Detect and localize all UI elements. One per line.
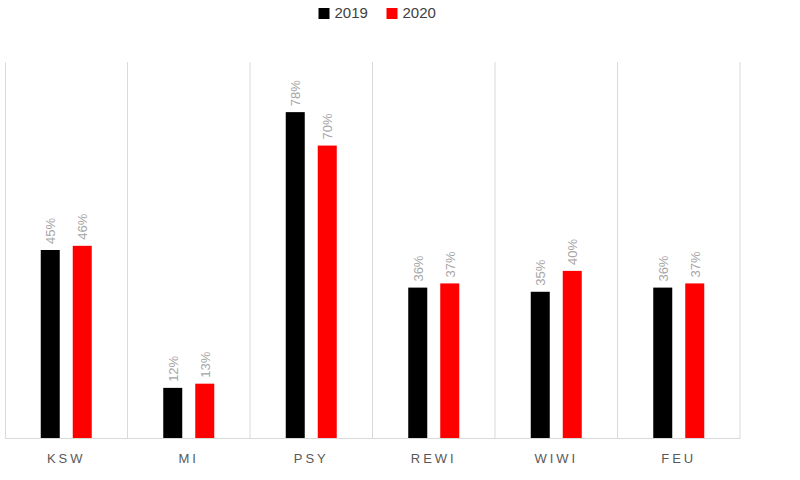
data-label: 40% <box>565 238 580 264</box>
separator <box>250 62 251 438</box>
data-label: 45% <box>43 218 58 244</box>
x-tick-label: PSY <box>294 451 329 466</box>
separator <box>127 62 128 438</box>
legend-label: 2020 <box>403 4 436 21</box>
data-label: 12% <box>166 355 181 381</box>
separators <box>128 62 741 438</box>
legend-swatch <box>319 8 330 19</box>
data-label: 37% <box>443 251 458 277</box>
bar <box>195 384 214 438</box>
separator <box>372 62 373 438</box>
x-axis-line <box>6 438 741 439</box>
x-tick: FEU <box>661 438 696 466</box>
y-axis-line <box>5 63 6 439</box>
bar <box>653 288 672 438</box>
x-tick: WIWI <box>534 438 578 466</box>
data-label: 46% <box>75 213 90 239</box>
data-label: 35% <box>533 259 548 285</box>
plot-area: 45% 12% 78% 36% 35% 36% 46% 13% 70% 37% 40% 37% KSW M… <box>6 62 741 466</box>
data-labels: 45% 12% 78% 36% 35% 36% 46% 13% 70% 37% 40% 37% <box>43 80 703 382</box>
x-tick: PSY <box>294 438 329 466</box>
bars <box>41 112 705 438</box>
bar <box>531 292 550 438</box>
x-tick: KSW <box>47 438 86 466</box>
x-tick-label: MI <box>179 451 199 466</box>
bar <box>440 283 459 438</box>
chart: 45% 12% 78% 36% 35% 36% 46% 13% 70% 37% 40% 37% KSW M… <box>0 0 800 480</box>
separator <box>740 62 741 438</box>
data-label: 36% <box>656 255 671 281</box>
separator <box>617 62 618 438</box>
x-tick: REWI <box>411 438 457 466</box>
legend-swatch <box>387 8 398 19</box>
bar <box>318 146 337 438</box>
data-label: 78% <box>288 80 303 106</box>
data-label: 36% <box>411 255 426 281</box>
y-axis <box>5 63 6 439</box>
x-axis: KSW MI PSY REWI WIWI FEU <box>6 438 741 466</box>
x-tick: MI <box>179 438 199 466</box>
legend: 2019 2020 <box>319 4 436 21</box>
bar <box>73 246 92 438</box>
x-tick-label: REWI <box>411 451 457 466</box>
legend-label: 2019 <box>335 4 368 21</box>
bar <box>563 271 582 438</box>
x-tick-label: WIWI <box>534 451 578 466</box>
bar <box>286 112 305 438</box>
x-tick-label: FEU <box>661 451 696 466</box>
data-label: 37% <box>688 251 703 277</box>
bar <box>41 250 60 438</box>
bar <box>408 288 427 438</box>
bar <box>685 283 704 438</box>
data-label: 70% <box>320 113 335 139</box>
bar <box>163 388 182 438</box>
data-label: 13% <box>198 351 213 377</box>
separator <box>495 62 496 438</box>
x-tick-label: KSW <box>47 451 86 466</box>
